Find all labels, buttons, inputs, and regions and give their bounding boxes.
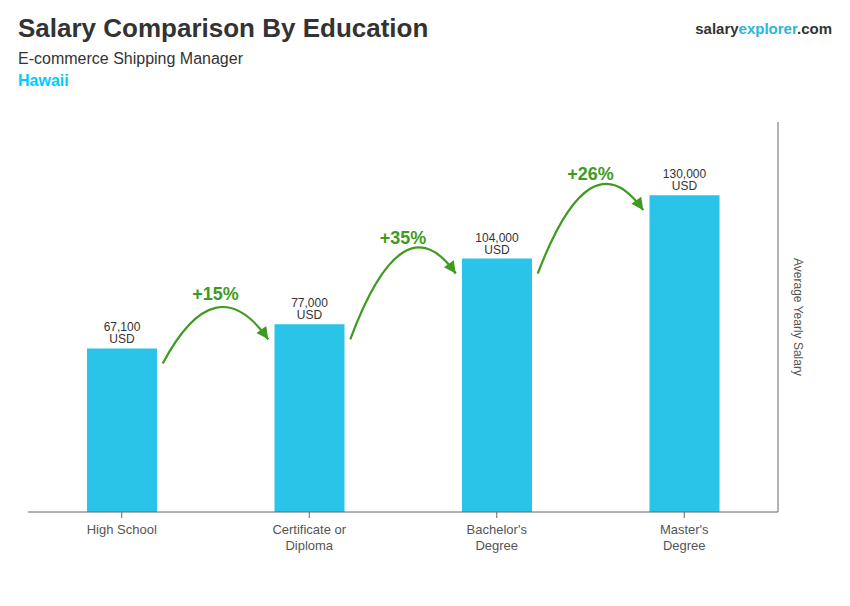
svg-text:130,000USD: 130,000USD xyxy=(663,167,707,193)
html-text:Salary Comparison By Education: Salary Comparison By Education xyxy=(18,13,429,43)
svg-text:+15%: +15% xyxy=(192,284,239,304)
svg-text:Bachelor'sDegree: Bachelor'sDegree xyxy=(467,522,528,553)
svg-text:77,000USD: 77,000USD xyxy=(291,296,328,322)
html-text:salary explorer.com: salary explorer.com xyxy=(695,20,832,37)
svg-text:67,100USD: 67,100USD xyxy=(104,320,141,346)
svg-text:Master'sDegree: Master'sDegree xyxy=(660,522,709,553)
html-text:E-commerce Shipping Manager: E-commerce Shipping Manager xyxy=(18,50,243,67)
svg-text:High School: High School xyxy=(87,522,157,537)
svg-text:Average Yearly Salary: Average Yearly Salary xyxy=(791,258,805,376)
svg-text:Certificate orDiploma: Certificate orDiploma xyxy=(272,522,346,553)
svg-text:+35%: +35% xyxy=(380,228,427,248)
html-text:Hawaii: Hawaii xyxy=(18,72,69,89)
svg-text:104,000USD: 104,000USD xyxy=(475,231,519,257)
svg-text:+26%: +26% xyxy=(567,164,614,184)
